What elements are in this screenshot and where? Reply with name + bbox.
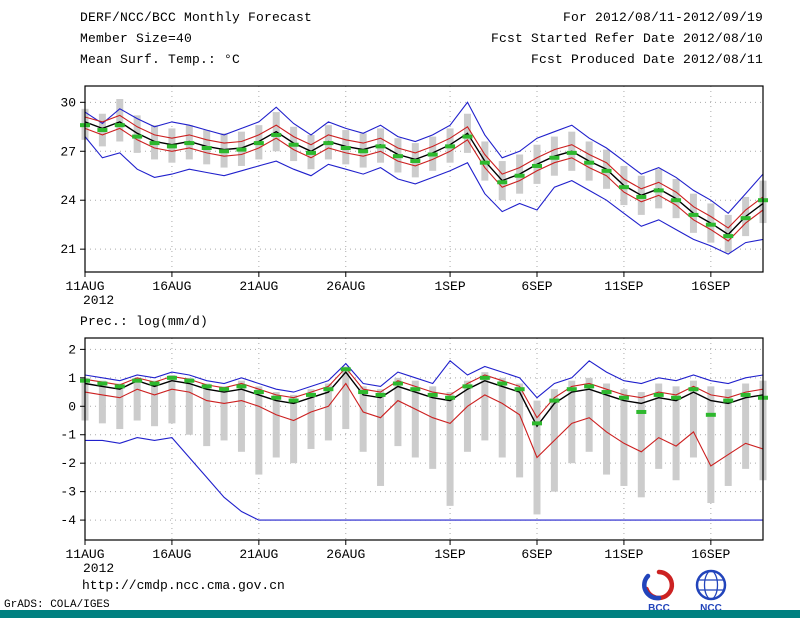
member-size-label: Member Size=40 xyxy=(80,31,193,46)
svg-text:30: 30 xyxy=(60,95,76,110)
plot-title: DERF/NCC/BCC Monthly Forecast xyxy=(80,10,313,25)
svg-text:11SEP: 11SEP xyxy=(604,547,643,562)
svg-text:24: 24 xyxy=(60,193,76,208)
svg-text:16AUG: 16AUG xyxy=(152,547,191,562)
svg-text:-3: -3 xyxy=(60,485,76,500)
bcc-logo-label: BCC xyxy=(648,603,670,614)
svg-text:1SEP: 1SEP xyxy=(434,279,465,294)
svg-text:27: 27 xyxy=(60,144,76,159)
svg-text:11AUG: 11AUG xyxy=(65,547,104,562)
svg-text:-1: -1 xyxy=(60,428,76,443)
svg-text:16SEP: 16SEP xyxy=(691,547,730,562)
svg-text:6SEP: 6SEP xyxy=(521,547,552,562)
svg-text:11AUG: 11AUG xyxy=(65,279,104,294)
temperature-panel-title: Mean Surf. Temp.: °C xyxy=(80,52,241,67)
temperature-chart: 21 24 27 30 11AUG 16AUG 21AUG 26AUG 1SEP 6SEP 11SE… xyxy=(60,85,768,308)
fcst-produced-date-label: Fcst Produced Date 2012/08/11 xyxy=(530,52,763,67)
svg-text:1SEP: 1SEP xyxy=(434,547,465,562)
footer-bar xyxy=(0,610,800,618)
svg-text:11SEP: 11SEP xyxy=(604,279,643,294)
svg-text:26AUG: 26AUG xyxy=(326,547,365,562)
forecast-range-label: For 2012/08/11-2012/09/19 xyxy=(562,10,763,25)
svg-text:2: 2 xyxy=(68,342,76,357)
precipitation-panel-title: Prec.: log(mm/d) xyxy=(80,314,209,329)
fcst-start-date-label: Fcst Started Refer Date 2012/08/10 xyxy=(490,31,763,46)
svg-text:-2: -2 xyxy=(60,456,76,471)
svg-text:0: 0 xyxy=(68,399,76,414)
svg-text:21AUG: 21AUG xyxy=(239,547,278,562)
svg-text:16SEP: 16SEP xyxy=(691,279,730,294)
ncc-logo-label: NCC xyxy=(700,603,722,614)
svg-text:6SEP: 6SEP xyxy=(521,279,552,294)
svg-text:21: 21 xyxy=(60,242,76,257)
svg-text:16AUG: 16AUG xyxy=(152,279,191,294)
website-url: http://cmdp.ncc.cma.gov.cn xyxy=(82,578,285,593)
svg-text:2012: 2012 xyxy=(83,561,114,576)
svg-text:-4: -4 xyxy=(60,513,76,528)
svg-text:26AUG: 26AUG xyxy=(326,279,365,294)
ncc-logo-globe-icon xyxy=(695,569,727,601)
precipitation-chart: -4 -3 -2 -1 0 1 2 11AUG 16AUG 21AUG 26AUG 1SEP 6SEP 1… xyxy=(60,337,768,576)
svg-text:2012: 2012 xyxy=(83,293,114,308)
bcc-logo: BCC xyxy=(642,569,675,614)
svg-text:1: 1 xyxy=(68,371,76,386)
bcc-logo-blue-swirl xyxy=(642,573,662,601)
grads-credit: GrADS: COLA/IGES xyxy=(4,599,110,611)
svg-text:21AUG: 21AUG xyxy=(239,279,278,294)
ncc-logo: NCC xyxy=(695,569,727,614)
